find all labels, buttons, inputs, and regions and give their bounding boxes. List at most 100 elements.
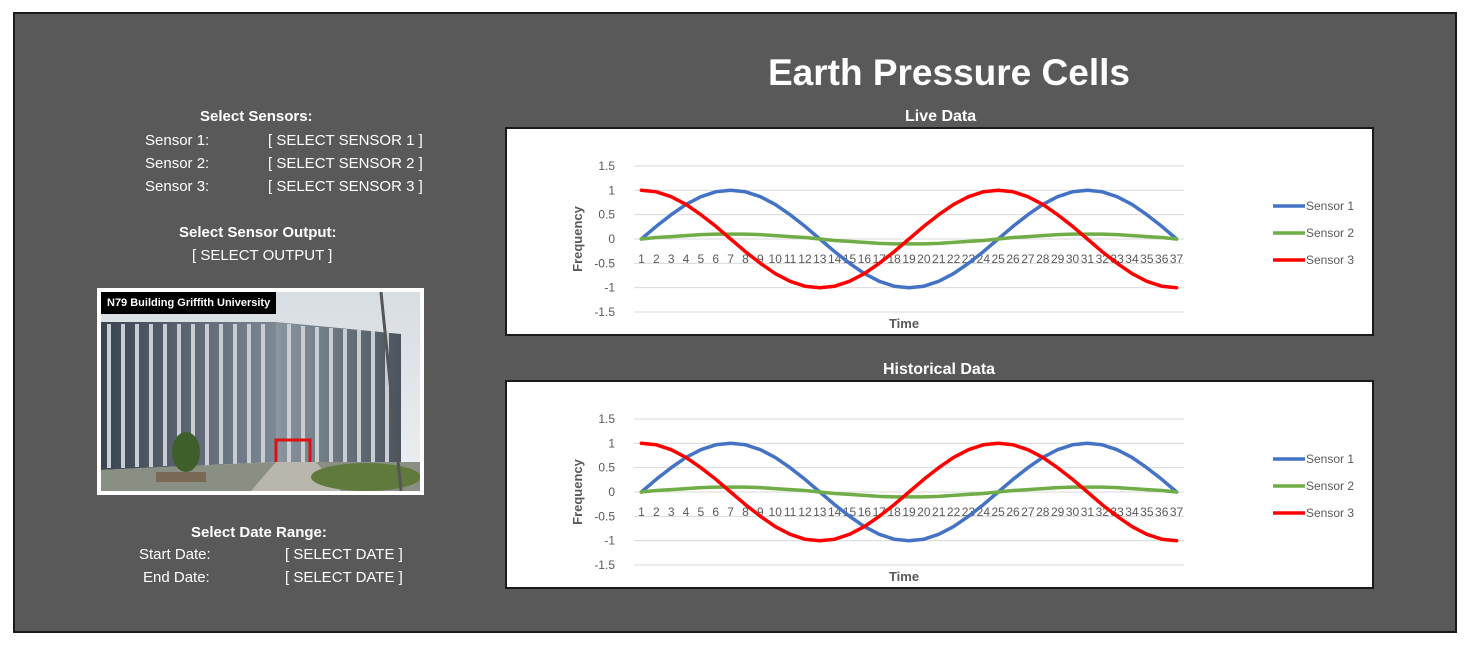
x-tick-label: 28 [1036,505,1050,519]
x-tick-label: 6 [712,252,719,266]
x-tick-label: 27 [1021,505,1035,519]
x-tick-label: 13 [813,505,827,519]
x-tick-label: 21 [932,252,946,266]
x-tick-label: 12 [798,505,812,519]
x-tick-label: 8 [742,252,749,266]
y-tick-label: -1 [604,534,615,548]
x-tick-label: 22 [947,505,961,519]
x-tick-label: 36 [1155,252,1169,266]
x-tick-label: 25 [992,505,1006,519]
series-line-sensor-3 [639,188,1179,290]
x-tick-label: 22 [947,252,961,266]
x-tick-label: 20 [917,252,931,266]
x-tick-label: 35 [1140,505,1154,519]
y-tick-label: -1.5 [594,558,615,572]
x-tick-label: 30 [1066,505,1080,519]
historical-chart-title: Historical Data [883,361,996,378]
series-line-sensor-2 [639,485,1179,499]
live-data-chart: 1.5 1 0.5 0 -0.5 -1 -1.5 1 2 3 4 5 6 7 8 9 10 11 12 13 14 15 1… [505,127,1374,336]
x-tick-label: 31 [1081,252,1095,266]
x-tick-label: 30 [1066,252,1080,266]
x-tick-label: 2 [653,505,660,519]
select-output[interactable]: [ SELECT OUTPUT ] [192,247,333,264]
x-tick-label: 10 [769,505,783,519]
select-sensor-1[interactable]: [ SELECT SENSOR 1 ] [268,132,423,149]
x-tick-label: 3 [668,252,675,266]
x-tick-label: 26 [1006,505,1020,519]
x-tick-label: 9 [757,252,764,266]
legend-label: Sensor 1 [1306,199,1354,213]
series-line-sensor-2 [639,232,1179,246]
y-tick-label: -1 [604,281,615,295]
x-tick-label: 26 [1006,252,1020,266]
x-tick-label: 11 [784,252,797,266]
x-tick-label: 11 [784,505,797,519]
sensors-heading: Select Sensors: [200,108,313,125]
x-tick-label: 7 [727,505,734,519]
x-tick-label: 9 [757,505,764,519]
start-date-select[interactable]: [ SELECT DATE ] [285,546,403,563]
x-tick-label: 5 [698,505,705,519]
x-tick-label: 34 [1125,252,1139,266]
x-tick-label: 5 [698,252,705,266]
select-sensor-2[interactable]: [ SELECT SENSOR 2 ] [268,155,423,172]
x-tick-label: 8 [742,505,749,519]
series-line-sensor-3 [639,441,1179,543]
output-heading: Select Sensor Output: [179,224,337,241]
y-tick-label: 0 [608,485,615,499]
select-sensor-3[interactable]: [ SELECT SENSOR 3 ] [268,178,423,195]
x-tick-label: 36 [1155,505,1169,519]
x-tick-label: 7 [727,252,734,266]
x-tick-label: 35 [1140,252,1154,266]
x-tick-label: 16 [858,505,872,519]
start-date-label: Start Date: [139,546,211,563]
y-tick-label: 1 [608,436,615,450]
x-tick-label: 13 [813,252,827,266]
x-tick-label: 12 [798,252,812,266]
y-tick-label: -0.5 [594,256,615,270]
photo-caption: N79 Building Griffith University [101,292,277,314]
historical-data-chart: 1.5 1 0.5 0 -0.5 -1 -1.5 1 2 3 4 5 6 7 8 9 10 11 12 13 14 15 1… [505,380,1374,589]
y-tick-label: 1.5 [598,412,615,426]
x-tick-label: 1 [638,505,645,519]
legend-label: Sensor 3 [1306,506,1354,520]
x-tick-label: 16 [858,252,872,266]
x-tick-label: 31 [1081,505,1095,519]
x-axis-label: Time [889,569,919,584]
sensor-1-label: Sensor 1: [145,132,210,149]
legend-label: Sensor 1 [1306,452,1354,466]
live-chart-title: Live Data [905,108,977,125]
x-tick-label: 37 [1170,252,1184,266]
live-chart-svg: 1.510.50-0.5-1-1.51 2 3 4 5 6 7 8 9 10 11 12 13 14 15 1… [570,159,1354,331]
x-tick-label: 3 [668,505,675,519]
x-tick-label: 20 [917,505,931,519]
date-heading: Select Date Range: [191,524,327,541]
y-axis-label: Frequency [570,205,585,272]
sensor-3-label: Sensor 3: [145,178,210,195]
end-date-select[interactable]: [ SELECT DATE ] [285,569,403,586]
y-tick-label: -1.5 [594,305,615,319]
x-tick-label: 2 [653,252,660,266]
y-tick-label: -0.5 [594,509,615,523]
series-line-sensor-1 [639,441,1179,543]
x-tick-label: 10 [769,252,783,266]
x-tick-label: 19 [902,505,916,519]
y-axis-label: Frequency [570,458,585,525]
x-tick-label: 6 [712,505,719,519]
x-axis-label: Time [889,316,919,331]
legend-label: Sensor 2 [1306,479,1354,493]
page-title: Earth Pressure Cells [768,52,1130,93]
x-tick-label: 1 [638,252,645,266]
y-tick-label: 1 [608,183,615,197]
end-date-label: End Date: [143,569,210,586]
x-tick-label: 29 [1051,252,1065,266]
y-tick-label: 0.5 [598,461,615,475]
series-line-sensor-1 [639,188,1179,290]
historical-chart-svg: 1.510.50-0.5-1-1.51 2 3 4 5 6 7 8 9 10 11 12 13 14 15 1… [570,412,1354,584]
building-photo: N79 Building Griffith University [97,288,424,495]
x-tick-label: 34 [1125,505,1139,519]
x-tick-label: 29 [1051,505,1065,519]
building-illustration [101,292,420,491]
x-tick-label: 28 [1036,252,1050,266]
x-tick-label: 37 [1170,505,1184,519]
